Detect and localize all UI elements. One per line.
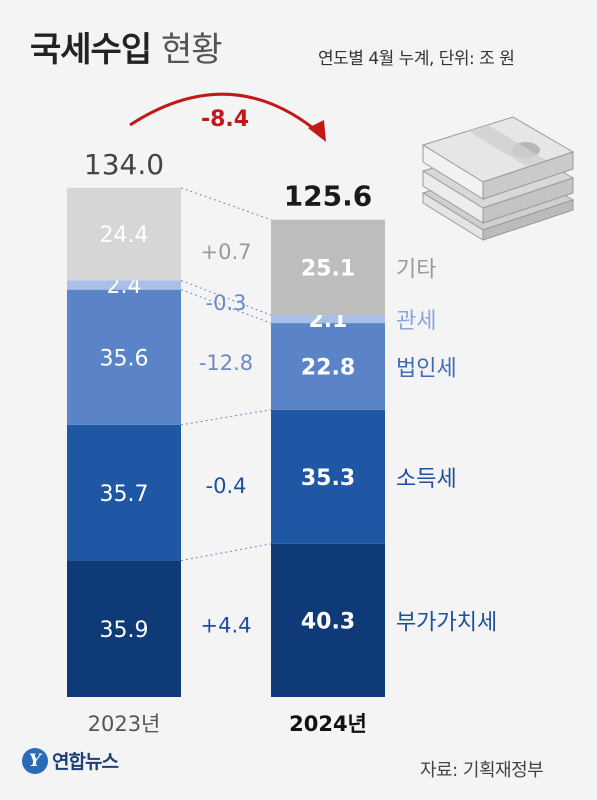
bar-segment-1-0 bbox=[67, 424, 181, 561]
change-arrowhead bbox=[308, 120, 326, 142]
segment-value-label: 24.4 bbox=[100, 223, 149, 248]
segment-value-label: 35.6 bbox=[100, 346, 149, 371]
legend-label: 관세 bbox=[396, 309, 436, 334]
bar-segment-2-1 bbox=[271, 323, 385, 410]
title-main: 국세수입 bbox=[30, 30, 152, 70]
connector-line-0 bbox=[180, 543, 272, 562]
connector-line-4 bbox=[180, 187, 272, 221]
source-note: 자료: 기획재정부 bbox=[420, 760, 544, 781]
bar-segment-3-1 bbox=[271, 315, 385, 324]
chart-subtitle: 연도별 4월 누계, 단위: 조 원 bbox=[318, 49, 515, 69]
publisher-logo: Y 연합뉴스 bbox=[22, 747, 119, 774]
bar-segment-3-0 bbox=[67, 280, 181, 290]
legend-label: 기타 bbox=[396, 257, 436, 282]
total-label: 125.6 bbox=[284, 180, 373, 213]
diff-label: -0.3 bbox=[206, 291, 247, 315]
bar-segment-4-1 bbox=[271, 219, 385, 316]
title-sub: 현황 bbox=[160, 30, 223, 70]
segment-value-label: 22.8 bbox=[301, 355, 355, 380]
connector-line-2 bbox=[180, 289, 272, 324]
logo-mark-icon: Y bbox=[22, 747, 48, 774]
diff-label: +4.4 bbox=[201, 614, 252, 638]
segment-value-label: 25.1 bbox=[301, 256, 355, 281]
bar-segment-0-0 bbox=[67, 560, 181, 697]
category-label: 2024년 bbox=[289, 712, 367, 736]
segment-value-label: 35.7 bbox=[100, 482, 149, 507]
diff-label: +0.7 bbox=[201, 240, 252, 264]
connector-line-1 bbox=[180, 409, 272, 426]
legend-label: 법인세 bbox=[396, 356, 457, 381]
total-label: 134.0 bbox=[84, 148, 164, 181]
bar-segment-2-0 bbox=[67, 289, 181, 425]
connector-line-3 bbox=[180, 280, 272, 316]
legend-label: 부가가치세 bbox=[396, 610, 497, 635]
bar-segment-1-1 bbox=[271, 409, 385, 544]
bar-segment-0-1 bbox=[271, 543, 385, 697]
category-label: 2023년 bbox=[88, 712, 161, 736]
diff-label: -0.4 bbox=[206, 474, 247, 498]
money-stack-icon bbox=[421, 116, 575, 241]
logo-name: 연합뉴스 bbox=[52, 751, 119, 773]
bar-segment-4-0 bbox=[67, 187, 181, 281]
segment-value-label: 40.3 bbox=[301, 609, 355, 634]
diff-label: -12.8 bbox=[199, 351, 253, 375]
segment-value-label: 35.3 bbox=[301, 466, 355, 491]
change-label: -8.4 bbox=[201, 107, 249, 132]
legend-label: 소득세 bbox=[396, 467, 457, 492]
segment-value-label: 35.9 bbox=[100, 618, 149, 643]
change-arrow bbox=[129, 92, 319, 134]
chart-title: 국세수입 현황 bbox=[30, 22, 222, 71]
